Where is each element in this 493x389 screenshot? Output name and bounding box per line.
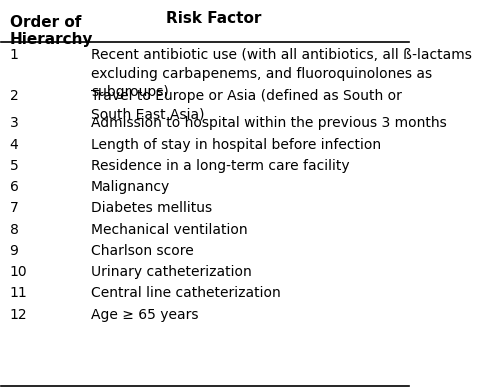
Text: Urinary catheterization: Urinary catheterization [91,265,252,279]
Text: Recent antibiotic use (with all antibiotics, all ß-lactams
excluding carbapenems: Recent antibiotic use (with all antibiot… [91,48,472,99]
Text: Diabetes mellitus: Diabetes mellitus [91,202,212,216]
Text: 4: 4 [9,138,18,152]
Text: Mechanical ventilation: Mechanical ventilation [91,223,247,237]
Text: 5: 5 [9,159,18,173]
Text: Length of stay in hospital before infection: Length of stay in hospital before infect… [91,138,381,152]
Text: Admission to hospital within the previous 3 months: Admission to hospital within the previou… [91,116,447,130]
Text: Risk Factor: Risk Factor [166,11,261,26]
Text: 12: 12 [9,308,27,322]
Text: Malignancy: Malignancy [91,180,170,194]
Text: Charlson score: Charlson score [91,244,194,258]
Text: 2: 2 [9,89,18,103]
Text: 7: 7 [9,202,18,216]
Text: Travel to Europe or Asia (defined as South or
South East Asia): Travel to Europe or Asia (defined as Sou… [91,89,402,121]
Text: Order of
Hierarchy: Order of Hierarchy [9,15,93,47]
Text: 10: 10 [9,265,27,279]
Text: 6: 6 [9,180,18,194]
Text: 8: 8 [9,223,18,237]
Text: 1: 1 [9,48,18,62]
Text: Age ≥ 65 years: Age ≥ 65 years [91,308,199,322]
Text: 9: 9 [9,244,18,258]
Text: Residence in a long-term care facility: Residence in a long-term care facility [91,159,350,173]
Text: 3: 3 [9,116,18,130]
Text: 11: 11 [9,286,27,300]
Text: Central line catheterization: Central line catheterization [91,286,281,300]
